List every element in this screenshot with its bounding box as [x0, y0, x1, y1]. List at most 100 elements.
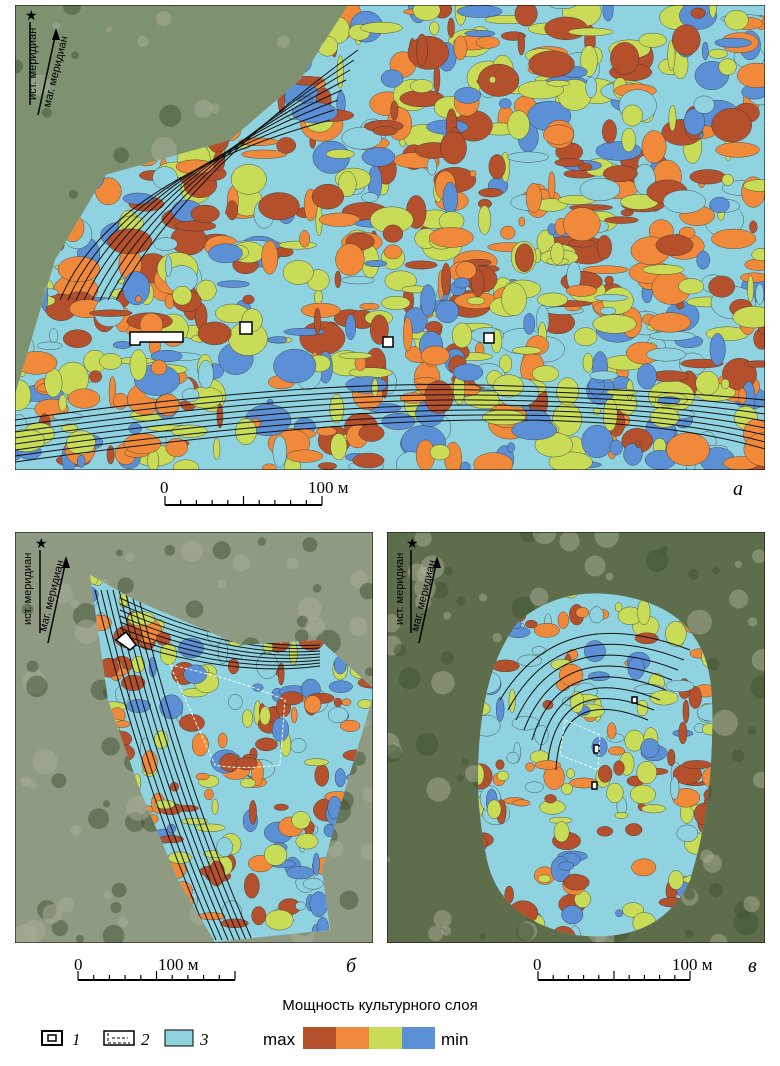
thickness-patch	[534, 760, 561, 770]
excavation	[593, 744, 600, 754]
thickness-patch	[226, 200, 239, 221]
thickness-patch	[678, 278, 704, 295]
thickness-patch	[273, 348, 317, 384]
contour-line	[539, 687, 661, 751]
thickness-patch	[358, 424, 385, 442]
vegetation	[559, 532, 580, 552]
thickness-patch	[514, 5, 538, 27]
vegetation	[74, 619, 100, 645]
scale-start: 0	[533, 955, 542, 974]
vegetation	[431, 671, 455, 695]
true-meridian-label: ист. меридиан	[27, 28, 39, 100]
thickness-patch	[563, 207, 601, 242]
thickness-patch	[561, 905, 584, 925]
thickness-patch	[230, 164, 267, 195]
thickness-patch	[381, 413, 416, 430]
vegetation	[478, 593, 487, 602]
thickness-patch	[155, 393, 180, 417]
thickness-patch	[575, 607, 590, 618]
vegetation	[117, 577, 134, 594]
vegetation	[743, 896, 760, 913]
vegetation	[731, 749, 745, 763]
thickness-patch	[218, 732, 228, 749]
vegetation	[52, 21, 61, 30]
thickness-patch	[621, 104, 643, 127]
excavation	[239, 321, 253, 335]
thickness-patch	[622, 902, 644, 918]
thickness-patch	[648, 312, 692, 333]
thickness-patch	[528, 50, 575, 78]
thickness-patch	[678, 721, 688, 745]
map-panel	[387, 532, 765, 943]
vegetation	[26, 660, 39, 673]
vegetation	[42, 904, 63, 924]
thickness-patch	[286, 449, 324, 463]
excavation	[591, 781, 598, 790]
thickness-patch	[708, 48, 728, 59]
thickness-patch	[122, 192, 154, 205]
thickness-patch	[302, 878, 324, 890]
vegetation	[710, 933, 728, 943]
contour-line	[15, 109, 765, 427]
vegetation	[151, 137, 177, 163]
contour-line	[531, 676, 667, 741]
thickness-patch	[570, 691, 584, 713]
contour-line	[15, 49, 765, 463]
trench-outline	[559, 719, 601, 771]
thickness-patch	[708, 275, 736, 298]
scale-start: 0	[160, 478, 169, 497]
thickness-patch	[198, 360, 214, 389]
vegetation	[326, 840, 344, 858]
thickness-patch	[695, 371, 720, 396]
vegetation	[685, 929, 694, 938]
thickness-patch	[507, 110, 530, 140]
thickness-patch	[525, 762, 535, 772]
thickness-patch	[153, 237, 178, 251]
thickness-patch	[688, 686, 702, 709]
thickness-patch	[721, 378, 730, 390]
thickness-patch	[333, 697, 343, 708]
thickness-patch	[150, 350, 183, 363]
thickness-patch	[361, 147, 396, 167]
legend-icon-2-lines	[107, 1033, 130, 1044]
thickness-patch	[466, 296, 485, 305]
thickness-patch	[596, 826, 614, 837]
vegetation	[113, 147, 129, 164]
vegetation	[348, 616, 368, 637]
thickness-patch	[165, 255, 172, 277]
vegetation	[393, 644, 407, 657]
thickness-patch	[623, 443, 643, 466]
thickness-patch	[242, 709, 253, 728]
thickness-patch	[372, 126, 398, 136]
thickness-patch	[561, 593, 581, 599]
thickness-patch	[531, 646, 547, 656]
thickness-patch	[544, 794, 557, 804]
vegetation	[212, 541, 231, 560]
thickness-patch	[665, 679, 695, 693]
thickness-patch	[501, 282, 527, 316]
thickness-patch	[554, 158, 585, 167]
thickness-patch	[311, 183, 344, 210]
thickness-patch	[328, 680, 353, 693]
vegetation	[106, 26, 113, 33]
thickness-patch	[511, 419, 558, 441]
thickness-patch	[441, 262, 451, 296]
thickness-patch	[261, 240, 279, 275]
thickness-patch	[523, 313, 536, 335]
vegetation	[297, 596, 322, 621]
vegetation	[101, 737, 120, 756]
thickness-patch	[179, 714, 205, 732]
thickness-patch	[276, 137, 296, 154]
thickness-patch	[537, 874, 552, 883]
thickness-patch	[533, 623, 560, 638]
thickness-patch	[637, 363, 657, 390]
thickness-patch	[37, 341, 63, 350]
thickness-patch	[361, 192, 379, 203]
vegetation	[492, 632, 502, 643]
north-star: ★	[406, 537, 419, 552]
vegetation	[706, 657, 720, 671]
thickness-patch	[714, 37, 752, 48]
thickness-patch	[235, 756, 258, 771]
thickness-patch	[515, 243, 534, 272]
thickness-patch	[613, 760, 625, 776]
